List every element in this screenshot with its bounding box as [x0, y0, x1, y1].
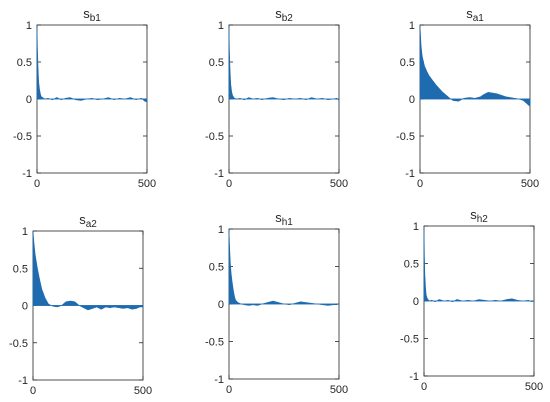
y-tick-label: -0.5 [13, 131, 32, 143]
subplot-title: sb1 [83, 6, 101, 24]
x-tick-label: 0 [30, 385, 36, 397]
subplot-s-b2: -1 -0.5 0 0.5 1 0 500 sb2 [205, 6, 348, 190]
x-tick-label: 0 [226, 178, 232, 190]
subplot-s-b1: -1 -0.5 0 0.5 1 0 500 sb1 [13, 6, 156, 190]
y-tick-label: 0 [26, 94, 32, 106]
x-tick-label: 0 [421, 381, 427, 393]
y-tick-label: 0.5 [13, 263, 28, 275]
y-tick-label: 0.5 [404, 259, 419, 271]
y-tick-label: 0 [22, 301, 28, 313]
title-subscript: h1 [282, 217, 294, 228]
x-tick-label: 0 [34, 178, 40, 190]
area-series [419, 24, 531, 108]
y-tick-label: -1 [405, 168, 415, 180]
y-tick-label: -1 [214, 374, 224, 386]
y-tick-label: -0.5 [205, 337, 224, 349]
x-tick-label: 0 [417, 178, 423, 190]
y-tick-label: -0.5 [205, 131, 224, 143]
title-main: s [275, 6, 282, 21]
y-tick-label: -1 [22, 168, 32, 180]
title-main: s [470, 207, 477, 222]
area-series [423, 225, 535, 303]
subplot-title: sb2 [275, 6, 293, 24]
y-tick-label: -0.5 [396, 131, 415, 143]
y-tick-label: 1 [218, 20, 224, 32]
subplot-title: sh2 [470, 207, 488, 225]
title-subscript: a2 [86, 219, 98, 230]
title-subscript: h2 [477, 214, 489, 225]
y-tick-label: 1 [218, 224, 224, 236]
area-series [32, 230, 144, 311]
title-subscript: a1 [473, 13, 485, 24]
y-tick-label: 0.5 [17, 57, 32, 69]
y-tick-label: 0 [218, 94, 224, 106]
subplot-title: sa1 [466, 6, 484, 24]
y-tick-label: 0 [413, 296, 419, 308]
title-main: s [83, 6, 90, 21]
x-tick-label: 500 [134, 385, 152, 397]
subplot-s-a1: -1 -0.5 0 0.5 1 0 500 sa1 [396, 6, 539, 190]
title-main: s [275, 210, 282, 225]
x-tick-label: 500 [138, 178, 156, 190]
x-tick-label: 0 [226, 384, 232, 396]
title-subscript: b1 [90, 13, 102, 24]
y-tick-label: 1 [22, 226, 28, 238]
y-tick-label: 0.5 [209, 57, 224, 69]
title-main: s [466, 6, 473, 21]
y-tick-label: 0 [409, 94, 415, 106]
subplot-s-a2: -1 -0.5 0 0.5 1 0 500 sa2 [9, 212, 152, 397]
y-tick-label: 1 [409, 20, 415, 32]
subplot-s-h2: -1 -0.5 0 0.5 1 0 500 sh2 [400, 207, 543, 393]
subplot-s-h1: -1 -0.5 0 0.5 1 0 500 sh1 [205, 210, 348, 396]
x-tick-label: 500 [525, 381, 543, 393]
y-tick-label: -1 [214, 168, 224, 180]
x-tick-label: 500 [521, 178, 539, 190]
subplot-title: sa2 [79, 212, 97, 230]
subplot-title: sh1 [275, 210, 293, 228]
x-tick-label: 500 [330, 384, 348, 396]
y-tick-label: -1 [18, 375, 28, 387]
y-tick-label: 0.5 [209, 262, 224, 274]
y-tick-label: -0.5 [400, 334, 419, 346]
title-main: s [79, 212, 86, 227]
title-subscript: b2 [282, 13, 294, 24]
y-tick-label: -0.5 [9, 338, 28, 350]
y-tick-label: -1 [409, 371, 419, 383]
area-series [228, 24, 340, 102]
y-tick-label: 1 [413, 221, 419, 233]
area-series [36, 24, 148, 103]
y-tick-label: 0 [218, 299, 224, 311]
area-series [228, 228, 340, 306]
x-tick-label: 500 [330, 178, 348, 190]
y-tick-label: 0.5 [400, 57, 415, 69]
y-tick-label: 1 [26, 20, 32, 32]
